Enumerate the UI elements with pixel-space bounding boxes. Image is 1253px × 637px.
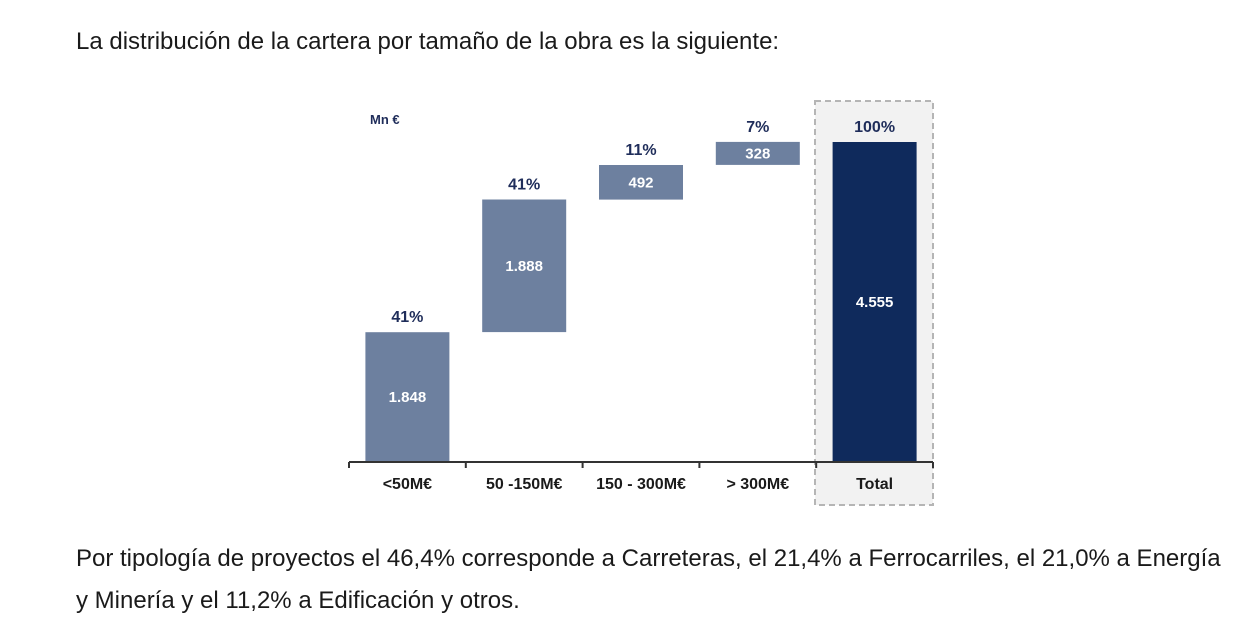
bar-3 xyxy=(599,165,683,200)
bar-value-label: 328 xyxy=(745,146,770,163)
bar-4 xyxy=(715,141,800,165)
total-bar xyxy=(832,142,917,462)
category-label: > 300M€ xyxy=(726,476,789,493)
bar-1 xyxy=(365,332,450,462)
bar-value-label: 1.888 xyxy=(505,258,543,275)
category-label: <50M€ xyxy=(383,476,432,493)
percent-label: 11% xyxy=(625,142,656,159)
percent-label: 41% xyxy=(508,177,540,194)
unit-label: Mn € xyxy=(370,112,400,127)
outro-paragraph: Por tipología de proyectos el 46,4% corr… xyxy=(76,545,1221,614)
percent-label: 41% xyxy=(391,309,423,326)
category-label: 150 - 300M€ xyxy=(596,476,686,493)
category-label: 50 -150M€ xyxy=(486,476,563,493)
bar-2 xyxy=(482,199,567,333)
bar-value-label: 4.555 xyxy=(856,294,894,311)
bar-value-label: 1.848 xyxy=(389,389,427,406)
category-label: Total xyxy=(856,476,893,493)
bar-value-label: 492 xyxy=(628,174,653,191)
percent-label: 100% xyxy=(854,119,895,136)
intro-paragraph: La distribución de la cartera por tamaño… xyxy=(76,28,780,55)
percent-label: 7% xyxy=(746,119,769,136)
